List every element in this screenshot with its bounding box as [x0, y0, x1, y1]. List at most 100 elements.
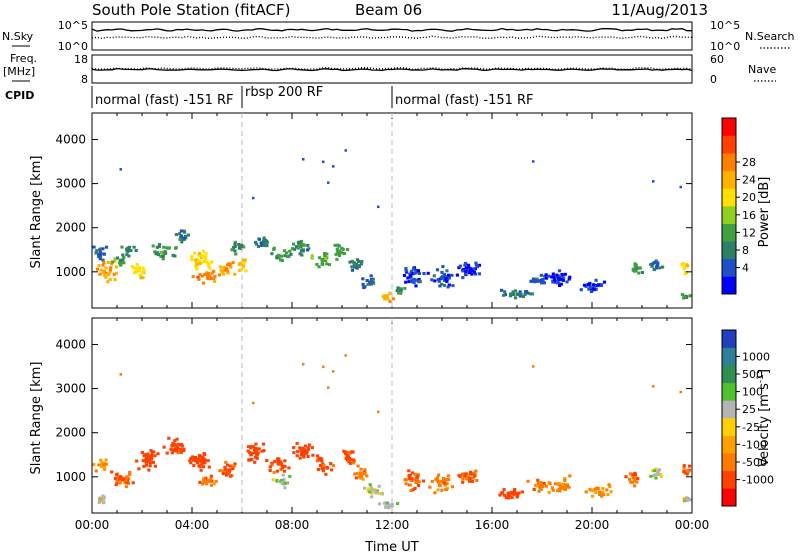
power-cell: [127, 249, 131, 253]
power-cell: [438, 284, 442, 288]
velocity-cell: [598, 490, 602, 494]
power-cell: [558, 284, 562, 287]
velocity-cell: [116, 475, 121, 479]
power-cell: [142, 269, 146, 273]
power-cell: [404, 280, 408, 284]
power-cell: [461, 269, 465, 273]
velocity-cell: [193, 458, 197, 462]
velocity-cell: [221, 469, 225, 473]
velocity-cell: [347, 452, 351, 456]
power-cell: [180, 240, 184, 244]
velocity-cell: [104, 458, 108, 462]
velocity-cell: [502, 488, 506, 492]
velocity-cell: [470, 479, 475, 483]
velocity-colorbar-tick-label: 100: [742, 386, 763, 399]
nave-tick-top: 60: [710, 53, 724, 66]
velocity-cell: [113, 477, 118, 480]
power-cell: [299, 239, 303, 243]
velocity-cell: [657, 472, 661, 476]
power-cell: [238, 268, 242, 272]
power-cell: [122, 256, 126, 260]
power-cell: [503, 293, 507, 297]
power-cell: [477, 263, 482, 267]
y-tick-label: 4000: [55, 132, 86, 146]
power-cell: [686, 264, 690, 268]
velocity-cell: [128, 470, 132, 474]
velocity-cell: [196, 457, 200, 461]
power-cell: [656, 261, 660, 265]
noise-left-tick-top: 10^5: [58, 19, 88, 32]
power-cell: [474, 261, 478, 265]
power-cell: [464, 261, 468, 265]
velocity-cell: [188, 459, 192, 463]
power-cell: [178, 232, 182, 236]
power-cell: [205, 260, 209, 264]
velocity-cell: [125, 481, 129, 485]
velocity-cell: [461, 480, 465, 484]
power-cell: [275, 256, 279, 260]
velocity-cell: [358, 471, 363, 475]
velocity-cell: [142, 464, 146, 468]
velocity-cell: [363, 486, 367, 490]
power-cell: [426, 271, 430, 275]
velocity-cell: [228, 468, 232, 472]
power-cell: [226, 271, 230, 275]
power-colorbar-tick-label: 28: [742, 156, 756, 169]
velocity-cell: [329, 462, 333, 466]
power-cell: [155, 245, 159, 249]
power-cell: [97, 255, 101, 259]
power-cell: [680, 262, 684, 266]
velocity-cell: [202, 452, 206, 455]
power-cell: [408, 272, 412, 276]
velocity-cell: [684, 471, 688, 475]
velocity-cell: [298, 456, 302, 460]
power-cell: [594, 278, 598, 282]
velocity-cell: [173, 439, 177, 443]
velocity-cell: [327, 386, 330, 389]
velocity-cell: [223, 465, 227, 469]
power-cell: [162, 245, 166, 249]
velocity-cell: [172, 448, 176, 452]
power-cell: [430, 278, 434, 282]
velocity-cell: [265, 459, 269, 463]
power-cell: [156, 251, 160, 255]
power-cell: [450, 273, 454, 277]
power-cell: [445, 279, 449, 283]
power-cell: [203, 259, 207, 263]
power-cell: [298, 252, 302, 256]
velocity-cell: [536, 481, 540, 485]
velocity-cell: [345, 458, 350, 462]
velocity-colorbar-tick-label: -500: [742, 456, 767, 469]
freq-unit-label: [MHz]: [3, 65, 35, 78]
velocity-cell: [557, 481, 561, 485]
velocity-cell: [250, 457, 254, 461]
power-cell: [262, 236, 266, 240]
power-cell: [98, 257, 102, 261]
power-cell: [277, 256, 281, 260]
power-cell: [587, 287, 591, 291]
cpid-segment-label: normal (fast) -151 RF: [95, 93, 234, 108]
velocity-cell: [121, 477, 126, 481]
velocity-cell: [537, 489, 541, 493]
power-cell: [201, 260, 205, 264]
velocity-colorbar-swatch: [722, 400, 736, 419]
velocity-cell: [137, 467, 141, 471]
x-tick-label: 12:00: [375, 518, 410, 532]
nsearch-label: N.Search: [745, 30, 795, 43]
power-cell: [414, 284, 418, 288]
velocity-cell: [556, 489, 560, 493]
velocity-cell: [624, 475, 628, 479]
velocity-cell: [380, 491, 384, 495]
power-cell: [104, 245, 109, 249]
velocity-colorbar-swatch: [722, 453, 736, 472]
velocity-cell: [542, 481, 546, 485]
power-cell: [223, 268, 227, 272]
velocity-cell: [204, 482, 208, 486]
velocity-cell: [636, 477, 640, 481]
velocity-cell: [472, 476, 476, 480]
velocity-cell: [299, 449, 304, 453]
velocity-cell: [273, 459, 277, 463]
velocity-cell: [600, 494, 604, 498]
noise-right-tick-top: 10^5: [710, 19, 740, 32]
velocity-cell: [421, 479, 426, 483]
